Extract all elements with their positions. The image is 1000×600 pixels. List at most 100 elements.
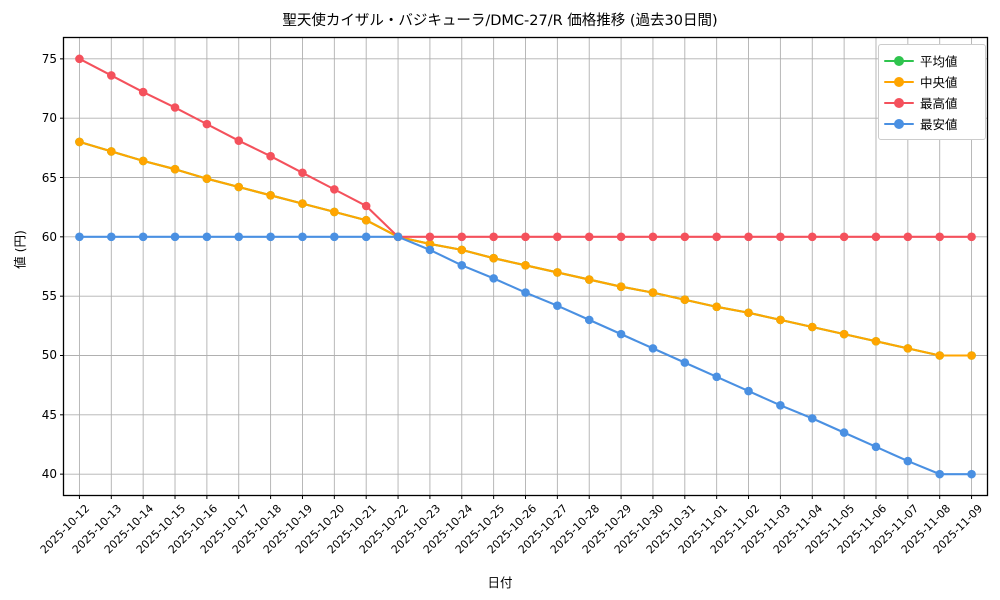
- data-point: [839, 329, 849, 339]
- data-point: [839, 232, 849, 242]
- data-point: [839, 428, 849, 437]
- data-point: [616, 282, 626, 291]
- data-point: [330, 232, 339, 242]
- series-4: [75, 232, 976, 479]
- y-tick-label: 65: [41, 170, 57, 185]
- legend-marker-icon: [884, 75, 914, 89]
- data-point: [616, 232, 626, 242]
- data-point: [935, 232, 945, 242]
- data-point: [712, 302, 721, 312]
- data-point: [967, 351, 976, 360]
- data-point: [361, 201, 371, 211]
- data-point: [744, 308, 753, 318]
- data-point: [967, 232, 976, 242]
- data-point: [361, 232, 371, 242]
- data-point: [266, 232, 275, 242]
- data-point: [106, 147, 116, 156]
- data-point: [75, 232, 84, 242]
- data-point: [234, 182, 244, 192]
- data-point: [298, 168, 307, 178]
- data-point: [935, 469, 945, 479]
- data-point: [75, 54, 84, 64]
- data-point: [521, 232, 530, 242]
- data-point: [807, 232, 817, 242]
- data-point: [903, 344, 913, 353]
- data-point: [871, 232, 881, 242]
- data-point: [871, 442, 881, 452]
- data-point: [584, 232, 594, 242]
- data-point: [457, 232, 467, 242]
- legend-label: 最安値: [920, 117, 958, 132]
- y-tick-label: 60: [41, 229, 57, 244]
- legend-item-4: 最安値: [884, 113, 979, 134]
- data-point: [967, 469, 976, 479]
- data-point: [680, 295, 690, 305]
- data-point: [330, 207, 339, 217]
- legend-label: 最高値: [920, 96, 958, 111]
- data-point: [648, 288, 658, 297]
- data-point: [903, 456, 913, 466]
- data-point: [298, 199, 307, 208]
- data-point: [489, 253, 498, 263]
- data-point: [616, 329, 626, 339]
- y-tick-label: 50: [41, 348, 57, 363]
- data-point: [138, 232, 148, 242]
- chart-title: 聖天使カイザル・バジキューラ/DMC-27/R 価格推移 (過去30日間): [282, 13, 718, 29]
- y-tick-label: 45: [41, 407, 57, 422]
- legend-item-1: 平均値: [884, 50, 979, 71]
- data-point: [903, 232, 913, 242]
- data-point: [266, 151, 275, 161]
- data-point: [776, 401, 785, 410]
- data-point: [776, 315, 785, 325]
- data-point: [648, 344, 658, 353]
- data-point: [202, 174, 212, 183]
- legend-label: 中央値: [920, 75, 958, 90]
- data-point: [680, 232, 690, 242]
- data-point: [106, 71, 116, 80]
- x-axis-label: 日付: [487, 575, 513, 590]
- y-tick-label: 55: [41, 289, 57, 304]
- data-point: [75, 137, 84, 147]
- data-point: [393, 232, 403, 242]
- chart-legend: 平均値中央値最高値最安値: [878, 44, 986, 140]
- data-point: [680, 358, 690, 367]
- data-point: [935, 351, 945, 360]
- data-point: [489, 274, 498, 283]
- data-point: [457, 245, 467, 255]
- data-point: [489, 232, 498, 242]
- legend-label: 平均値: [920, 54, 958, 69]
- data-point: [553, 301, 562, 310]
- legend-item-2: 中央値: [884, 71, 979, 92]
- data-point: [871, 336, 881, 346]
- legend-marker-icon: [884, 96, 914, 110]
- legend-marker-icon: [884, 54, 914, 68]
- data-point: [807, 414, 817, 423]
- data-point: [584, 315, 594, 325]
- data-point: [202, 119, 212, 129]
- data-point: [298, 232, 307, 242]
- data-point: [776, 232, 785, 242]
- series-3: [75, 54, 976, 242]
- data-point: [170, 232, 180, 242]
- data-point: [584, 275, 594, 284]
- legend-item-3: 最高値: [884, 92, 979, 113]
- data-point: [234, 136, 244, 146]
- data-point: [425, 239, 435, 249]
- data-point: [712, 372, 721, 382]
- data-point: [266, 191, 275, 200]
- data-point: [457, 261, 467, 270]
- legend-marker-icon: [884, 117, 914, 131]
- data-point: [553, 232, 562, 242]
- data-point: [170, 103, 180, 112]
- data-point: [712, 232, 721, 242]
- data-point: [425, 232, 435, 242]
- data-point: [138, 156, 148, 166]
- data-point: [744, 232, 753, 242]
- data-point: [425, 245, 435, 255]
- data-point: [234, 232, 244, 242]
- data-point: [807, 322, 817, 332]
- data-point: [106, 232, 116, 242]
- y-tick-label: 40: [41, 467, 57, 482]
